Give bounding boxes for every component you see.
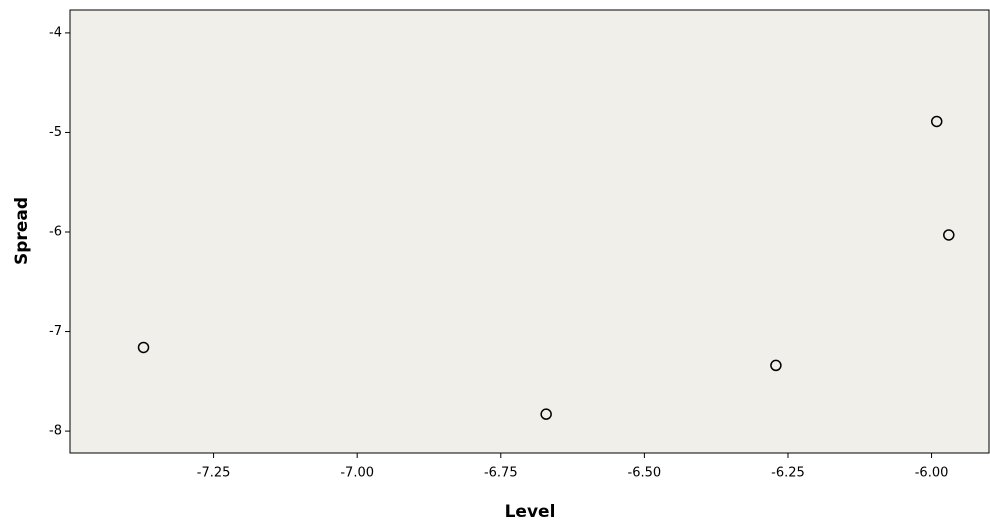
x-tick-label: -7.00 [340, 466, 374, 481]
point [943, 229, 955, 241]
point [540, 408, 552, 420]
x-tick-label: -6.75 [484, 466, 518, 481]
x-tick-label: -6.25 [771, 466, 805, 481]
x-tick-label: -6.00 [915, 466, 949, 481]
y-tick-label: -5 [49, 125, 62, 140]
x-tick-label: -6.50 [628, 466, 662, 481]
y-tick-label: -8 [49, 424, 62, 439]
plot-area [69, 9, 990, 454]
point [930, 115, 943, 128]
y-tick-label: -6 [49, 224, 62, 239]
point [137, 341, 150, 354]
y-axis-title: Spread [12, 197, 32, 265]
y-tick-label: -7 [49, 324, 62, 339]
x-axis-title: Level [505, 502, 556, 522]
x-tick-label: -7.25 [197, 466, 231, 481]
y-tick-label: -4 [49, 25, 62, 40]
point [770, 359, 782, 372]
